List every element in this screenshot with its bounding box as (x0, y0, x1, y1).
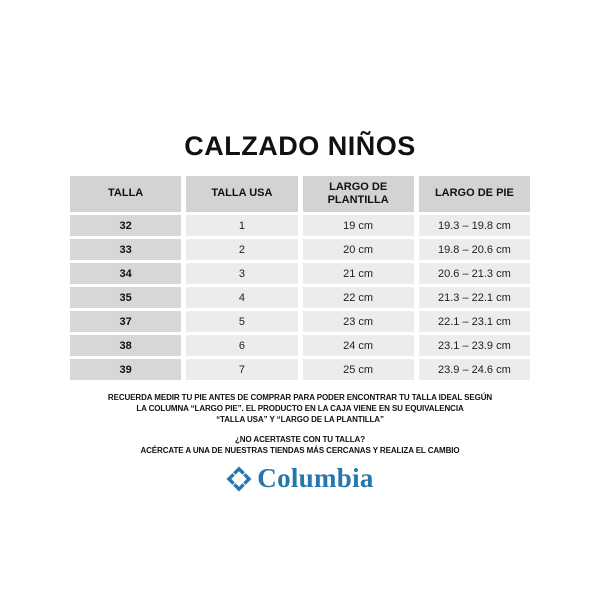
size-table-body: 32 1 19 cm 19.3 – 19.8 cm 33 2 20 cm 19.8 – 20.… (70, 215, 530, 380)
value-cell: 20 cm (302, 239, 414, 260)
value-cell: 23.9 – 24.6 cm (418, 359, 530, 380)
table-row: 34 3 21 cm 20.6 – 21.3 cm (70, 263, 530, 284)
col-header-largo-plantilla: LARGO DE PLANTILLA (302, 176, 414, 212)
value-cell: 21 cm (302, 263, 414, 284)
value-cell: 19.8 – 20.6 cm (418, 239, 530, 260)
size-table-header: TALLA TALLA USA LARGO DE PLANTILLA LARGO… (70, 176, 530, 212)
table-row: 38 6 24 cm 23.1 – 23.9 cm (70, 335, 530, 356)
exchange-question: ¿NO ACERTASTE CON TU TALLA? (234, 435, 366, 444)
header-row: TALLA TALLA USA LARGO DE PLANTILLA LARGO… (70, 176, 530, 212)
table-row: 32 1 19 cm 19.3 – 19.8 cm (70, 215, 530, 236)
value-cell: 4 (186, 287, 298, 308)
col-header-largo-pie: LARGO DE PIE (418, 176, 530, 212)
exchange-note: ¿NO ACERTASTE CON TU TALLA? ACÉRCATE A U… (0, 434, 600, 456)
value-cell: 3 (186, 263, 298, 284)
value-cell: 5 (186, 311, 298, 332)
table-row: 37 5 23 cm 22.1 – 23.1 cm (70, 311, 530, 332)
value-cell: 24 cm (302, 335, 414, 356)
page-title: CALZADO NIÑOS (184, 131, 416, 161)
measurement-note: RECUERDA MEDIR TU PIE ANTES DE COMPRAR P… (0, 392, 600, 425)
brand-logo: Columbia (0, 463, 600, 494)
note-line-2: LA COLUMNA “LARGO PIE”. EL PRODUCTO EN L… (136, 404, 464, 413)
columbia-diamond-icon (226, 465, 252, 492)
value-cell: 23.1 – 23.9 cm (418, 335, 530, 356)
talla-cell: 39 (70, 359, 182, 380)
value-cell: 19 cm (302, 215, 414, 236)
exchange-instruction: ACÉRCATE A UNA DE NUESTRAS TIENDAS MÁS C… (140, 446, 460, 455)
table-row: 35 4 22 cm 21.3 – 22.1 cm (70, 287, 530, 308)
size-table: TALLA TALLA USA LARGO DE PLANTILLA LARGO… (65, 173, 535, 383)
talla-cell: 37 (70, 311, 182, 332)
talla-cell: 32 (70, 215, 182, 236)
value-cell: 7 (186, 359, 298, 380)
table-row: 33 2 20 cm 19.8 – 20.6 cm (70, 239, 530, 260)
talla-cell: 34 (70, 263, 182, 284)
value-cell: 25 cm (302, 359, 414, 380)
value-cell: 20.6 – 21.3 cm (418, 263, 530, 284)
talla-cell: 35 (70, 287, 182, 308)
size-chart-content: CALZADO NIÑOS TALLA TALLA USA LARGO DE P… (0, 131, 600, 494)
value-cell: 1 (186, 215, 298, 236)
table-row: 39 7 25 cm 23.9 – 24.6 cm (70, 359, 530, 380)
value-cell: 23 cm (302, 311, 414, 332)
value-cell: 6 (186, 335, 298, 356)
value-cell: 22 cm (302, 287, 414, 308)
value-cell: 22.1 – 23.1 cm (418, 311, 530, 332)
value-cell: 21.3 – 22.1 cm (418, 287, 530, 308)
note-line-1: RECUERDA MEDIR TU PIE ANTES DE COMPRAR P… (107, 393, 493, 402)
note-line-3: “TALLA USA” Y “LARGO DE LA PLANTILLA” (216, 415, 384, 424)
brand-wordmark: Columbia (257, 463, 374, 493)
talla-cell: 33 (70, 239, 182, 260)
value-cell: 2 (186, 239, 298, 260)
value-cell: 19.3 – 19.8 cm (418, 215, 530, 236)
col-header-talla-usa: TALLA USA (186, 176, 298, 212)
col-header-talla: TALLA (70, 176, 182, 212)
talla-cell: 38 (70, 335, 182, 356)
